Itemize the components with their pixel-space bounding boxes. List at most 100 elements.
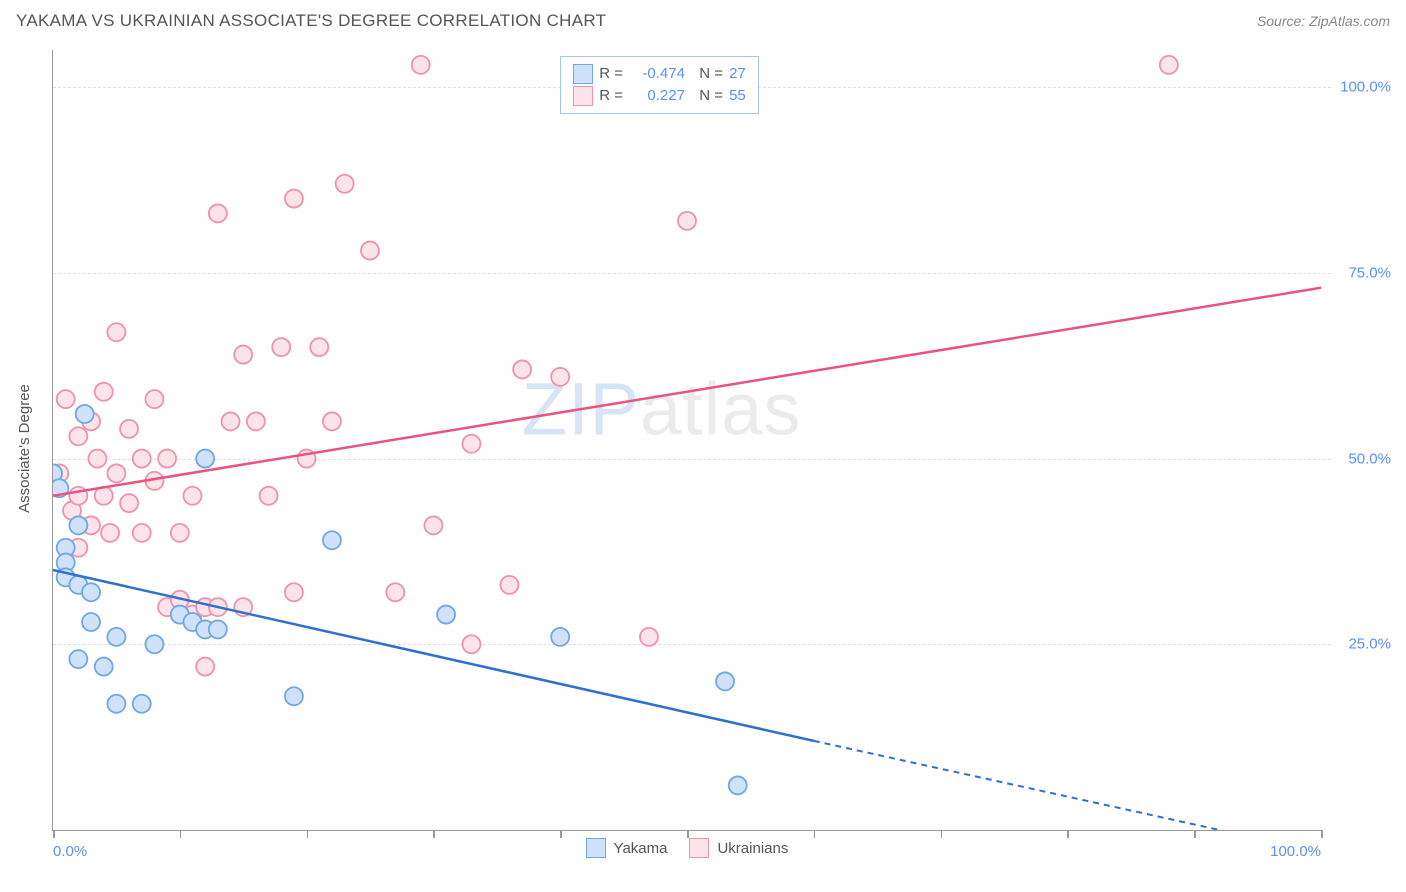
gridline bbox=[53, 644, 1331, 645]
x-tick bbox=[180, 830, 182, 838]
x-tick bbox=[1194, 830, 1196, 838]
data-point-blue bbox=[69, 650, 87, 668]
data-point-pink bbox=[158, 598, 176, 616]
x-tick bbox=[687, 830, 689, 838]
data-point-blue bbox=[57, 568, 75, 586]
data-point-pink bbox=[82, 516, 100, 534]
gridline bbox=[53, 273, 1331, 274]
data-point-pink bbox=[95, 487, 113, 505]
data-point-blue bbox=[437, 606, 455, 624]
x-tick bbox=[941, 830, 943, 838]
data-point-blue bbox=[69, 576, 87, 594]
x-tick bbox=[814, 830, 816, 838]
trend-line-pink bbox=[53, 288, 1321, 496]
data-point-pink bbox=[82, 412, 100, 430]
x-tick-label: 0.0% bbox=[53, 843, 87, 860]
data-point-pink bbox=[63, 502, 81, 520]
legend-swatch-blue bbox=[586, 838, 606, 858]
series-legend: Yakama Ukrainians bbox=[586, 838, 789, 858]
data-point-pink bbox=[336, 175, 354, 193]
data-point-blue bbox=[183, 613, 201, 631]
stats-legend-row: R = -0.474 N = 27 bbox=[573, 63, 746, 85]
stats-legend-row: R = 0.227 N = 55 bbox=[573, 85, 746, 107]
data-point-blue bbox=[82, 613, 100, 631]
data-point-pink bbox=[95, 383, 113, 401]
data-point-blue bbox=[57, 539, 75, 557]
x-tick bbox=[1321, 830, 1323, 838]
data-point-pink bbox=[361, 242, 379, 260]
scatter-plot-area: 25.0%50.0%75.0%100.0% 0.0%100.0% ZIPatla… bbox=[52, 50, 1321, 831]
data-point-pink bbox=[678, 212, 696, 230]
stats-legend: R = -0.474 N = 27R = 0.227 N = 55 bbox=[560, 56, 759, 114]
data-point-pink bbox=[272, 338, 290, 356]
data-point-blue bbox=[107, 628, 125, 646]
data-point-pink bbox=[551, 368, 569, 386]
data-point-pink bbox=[69, 487, 87, 505]
data-point-blue bbox=[53, 479, 68, 497]
data-point-pink bbox=[500, 576, 518, 594]
data-point-pink bbox=[183, 606, 201, 624]
data-point-pink bbox=[386, 583, 404, 601]
data-point-blue bbox=[716, 672, 734, 690]
data-point-blue bbox=[209, 620, 227, 638]
y-tick-label: 25.0% bbox=[1348, 636, 1391, 653]
data-point-pink bbox=[196, 658, 214, 676]
data-point-pink bbox=[234, 598, 252, 616]
chart-title: YAKAMA VS UKRAINIAN ASSOCIATE'S DEGREE C… bbox=[16, 11, 606, 31]
data-point-blue bbox=[95, 658, 113, 676]
y-axis-label: Associate's Degree bbox=[16, 384, 33, 513]
data-point-pink bbox=[171, 591, 189, 609]
trend-line-dashed-blue bbox=[814, 741, 1321, 830]
data-point-blue bbox=[107, 695, 125, 713]
data-point-pink bbox=[69, 539, 87, 557]
legend-item-pink: Ukrainians bbox=[689, 838, 788, 858]
data-point-pink bbox=[69, 427, 87, 445]
data-point-pink bbox=[133, 524, 151, 542]
legend-swatch-blue bbox=[573, 64, 593, 84]
x-tick bbox=[53, 830, 55, 838]
gridline bbox=[53, 459, 1331, 460]
data-point-blue bbox=[729, 776, 747, 794]
data-point-pink bbox=[412, 56, 430, 74]
data-point-pink bbox=[107, 323, 125, 341]
data-point-blue bbox=[285, 687, 303, 705]
x-tick bbox=[307, 830, 309, 838]
data-point-pink bbox=[285, 190, 303, 208]
legend-label: Yakama bbox=[614, 840, 668, 857]
x-tick bbox=[433, 830, 435, 838]
data-point-pink bbox=[120, 494, 138, 512]
data-point-pink bbox=[247, 412, 265, 430]
source-attribution: Source: ZipAtlas.com bbox=[1257, 13, 1390, 29]
data-point-pink bbox=[209, 204, 227, 222]
data-point-pink bbox=[222, 412, 240, 430]
data-point-pink bbox=[145, 390, 163, 408]
data-point-pink bbox=[53, 464, 68, 482]
data-point-pink bbox=[640, 628, 658, 646]
data-point-pink bbox=[120, 420, 138, 438]
legend-swatch-pink bbox=[689, 838, 709, 858]
data-point-pink bbox=[323, 412, 341, 430]
data-point-pink bbox=[183, 487, 201, 505]
data-point-blue bbox=[133, 695, 151, 713]
data-point-blue bbox=[53, 464, 62, 482]
x-tick bbox=[560, 830, 562, 838]
data-point-pink bbox=[462, 435, 480, 453]
data-point-pink bbox=[285, 583, 303, 601]
trend-line-blue bbox=[53, 570, 814, 741]
data-point-pink bbox=[513, 360, 531, 378]
data-point-blue bbox=[82, 583, 100, 601]
data-point-blue bbox=[196, 620, 214, 638]
data-point-pink bbox=[1160, 56, 1178, 74]
legend-item-blue: Yakama bbox=[586, 838, 668, 858]
data-point-blue bbox=[69, 516, 87, 534]
data-point-blue bbox=[171, 606, 189, 624]
legend-label: Ukrainians bbox=[717, 840, 788, 857]
x-tick-label: 100.0% bbox=[1270, 843, 1321, 860]
chart-header: YAKAMA VS UKRAINIAN ASSOCIATE'S DEGREE C… bbox=[0, 0, 1406, 42]
data-point-pink bbox=[57, 390, 75, 408]
y-tick-label: 100.0% bbox=[1340, 79, 1391, 96]
data-point-pink bbox=[145, 472, 163, 490]
y-tick-label: 50.0% bbox=[1348, 450, 1391, 467]
data-point-pink bbox=[209, 598, 227, 616]
data-point-pink bbox=[260, 487, 278, 505]
